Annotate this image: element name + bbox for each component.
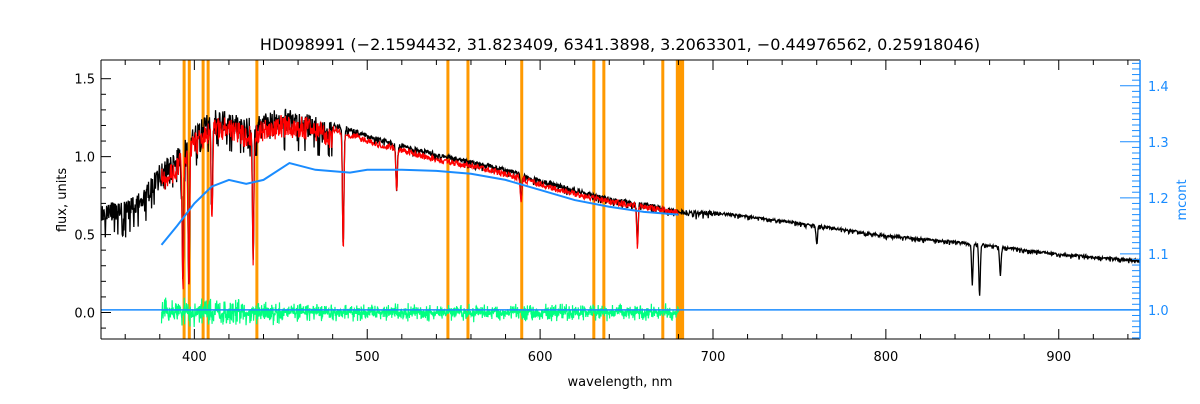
axes: 400 500 600 700 800 900 0.0 0.5 1.0 1.5 1.0 1.1 1.2 1… — [74, 59, 1169, 365]
x-tick-label: 600 — [528, 350, 553, 365]
y2-tick-label: 1.1 — [1148, 248, 1169, 263]
y-tick-label: 0.0 — [74, 307, 95, 322]
chart-title: HD098991 (−2.1594432, 31.823409, 6341.38… — [260, 35, 980, 54]
masked-region — [255, 60, 259, 339]
y-axis-label: flux, units — [55, 168, 70, 233]
y2-tick-label: 1.3 — [1148, 136, 1169, 151]
model-series — [160, 115, 680, 290]
masked-region — [661, 60, 665, 339]
continuum-series — [160, 162, 679, 246]
x-tick-label: 800 — [873, 350, 898, 365]
x-tick-label: 500 — [355, 350, 380, 365]
y2-tick-label: 1.4 — [1148, 80, 1169, 95]
masked-region — [466, 60, 470, 339]
masked-region — [446, 60, 450, 339]
x-tick-label: 400 — [182, 350, 207, 365]
x-tick-label: 900 — [1046, 350, 1071, 365]
y-tick-label: 0.5 — [74, 229, 95, 244]
x-tick-label: 700 — [701, 350, 726, 365]
masked-region — [206, 60, 210, 339]
observed-series — [100, 108, 1141, 296]
masked-region — [201, 60, 205, 339]
y2-tick-label: 1.2 — [1148, 192, 1169, 207]
residual-series — [160, 297, 679, 327]
y-tick-label: 1.5 — [74, 73, 95, 88]
x-axis-label: wavelength, nm — [568, 375, 673, 390]
y2-tick-label: 1.0 — [1148, 304, 1169, 319]
y-tick-label: 1.0 — [74, 151, 95, 166]
series-layer — [100, 108, 1141, 327]
y2-axis-label: mcont — [1175, 179, 1190, 220]
masked-region — [675, 60, 685, 339]
